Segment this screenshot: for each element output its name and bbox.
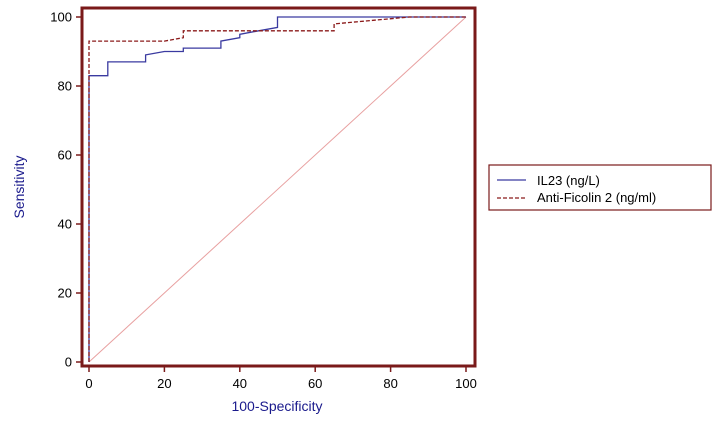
x-axis-title: 100-Specificity: [231, 398, 322, 414]
y-axis-title: Sensitivity: [11, 155, 27, 218]
x-tick-label: 0: [85, 376, 92, 391]
roc-curves: [88, 16, 466, 362]
x-tick-label: 60: [308, 376, 322, 391]
reference-diagonal: [88, 16, 467, 363]
y-tick-label: 80: [58, 79, 72, 94]
y-tick-label: 40: [58, 217, 72, 232]
y-tick-label: 100: [50, 10, 72, 25]
x-tick-label: 20: [157, 376, 171, 391]
y-tick-label: 0: [65, 355, 72, 370]
plot-frame: [80, 6, 477, 368]
reference-line: [88, 16, 467, 363]
y-tick-label: 20: [58, 286, 72, 301]
roc-curve-il23: [88, 16, 466, 362]
legend-label-il23: IL23 (ng/L): [537, 173, 600, 188]
legend: IL23 (ng/L) Anti-Ficolin 2 (ng/ml): [488, 164, 712, 211]
x-axis: 0 20 40 60 80 100: [85, 366, 477, 391]
x-tick-label: 80: [383, 376, 397, 391]
y-axis: 0 20 40 60 80 100: [50, 10, 82, 370]
roc-curve-anti-ficolin-2: [88, 16, 466, 362]
legend-box: [488, 164, 712, 211]
y-tick-label: 60: [58, 148, 72, 163]
x-tick-label: 100: [455, 376, 477, 391]
x-tick-label: 40: [233, 376, 247, 391]
legend-label-anti-ficolin-2: Anti-Ficolin 2 (ng/ml): [537, 190, 656, 205]
